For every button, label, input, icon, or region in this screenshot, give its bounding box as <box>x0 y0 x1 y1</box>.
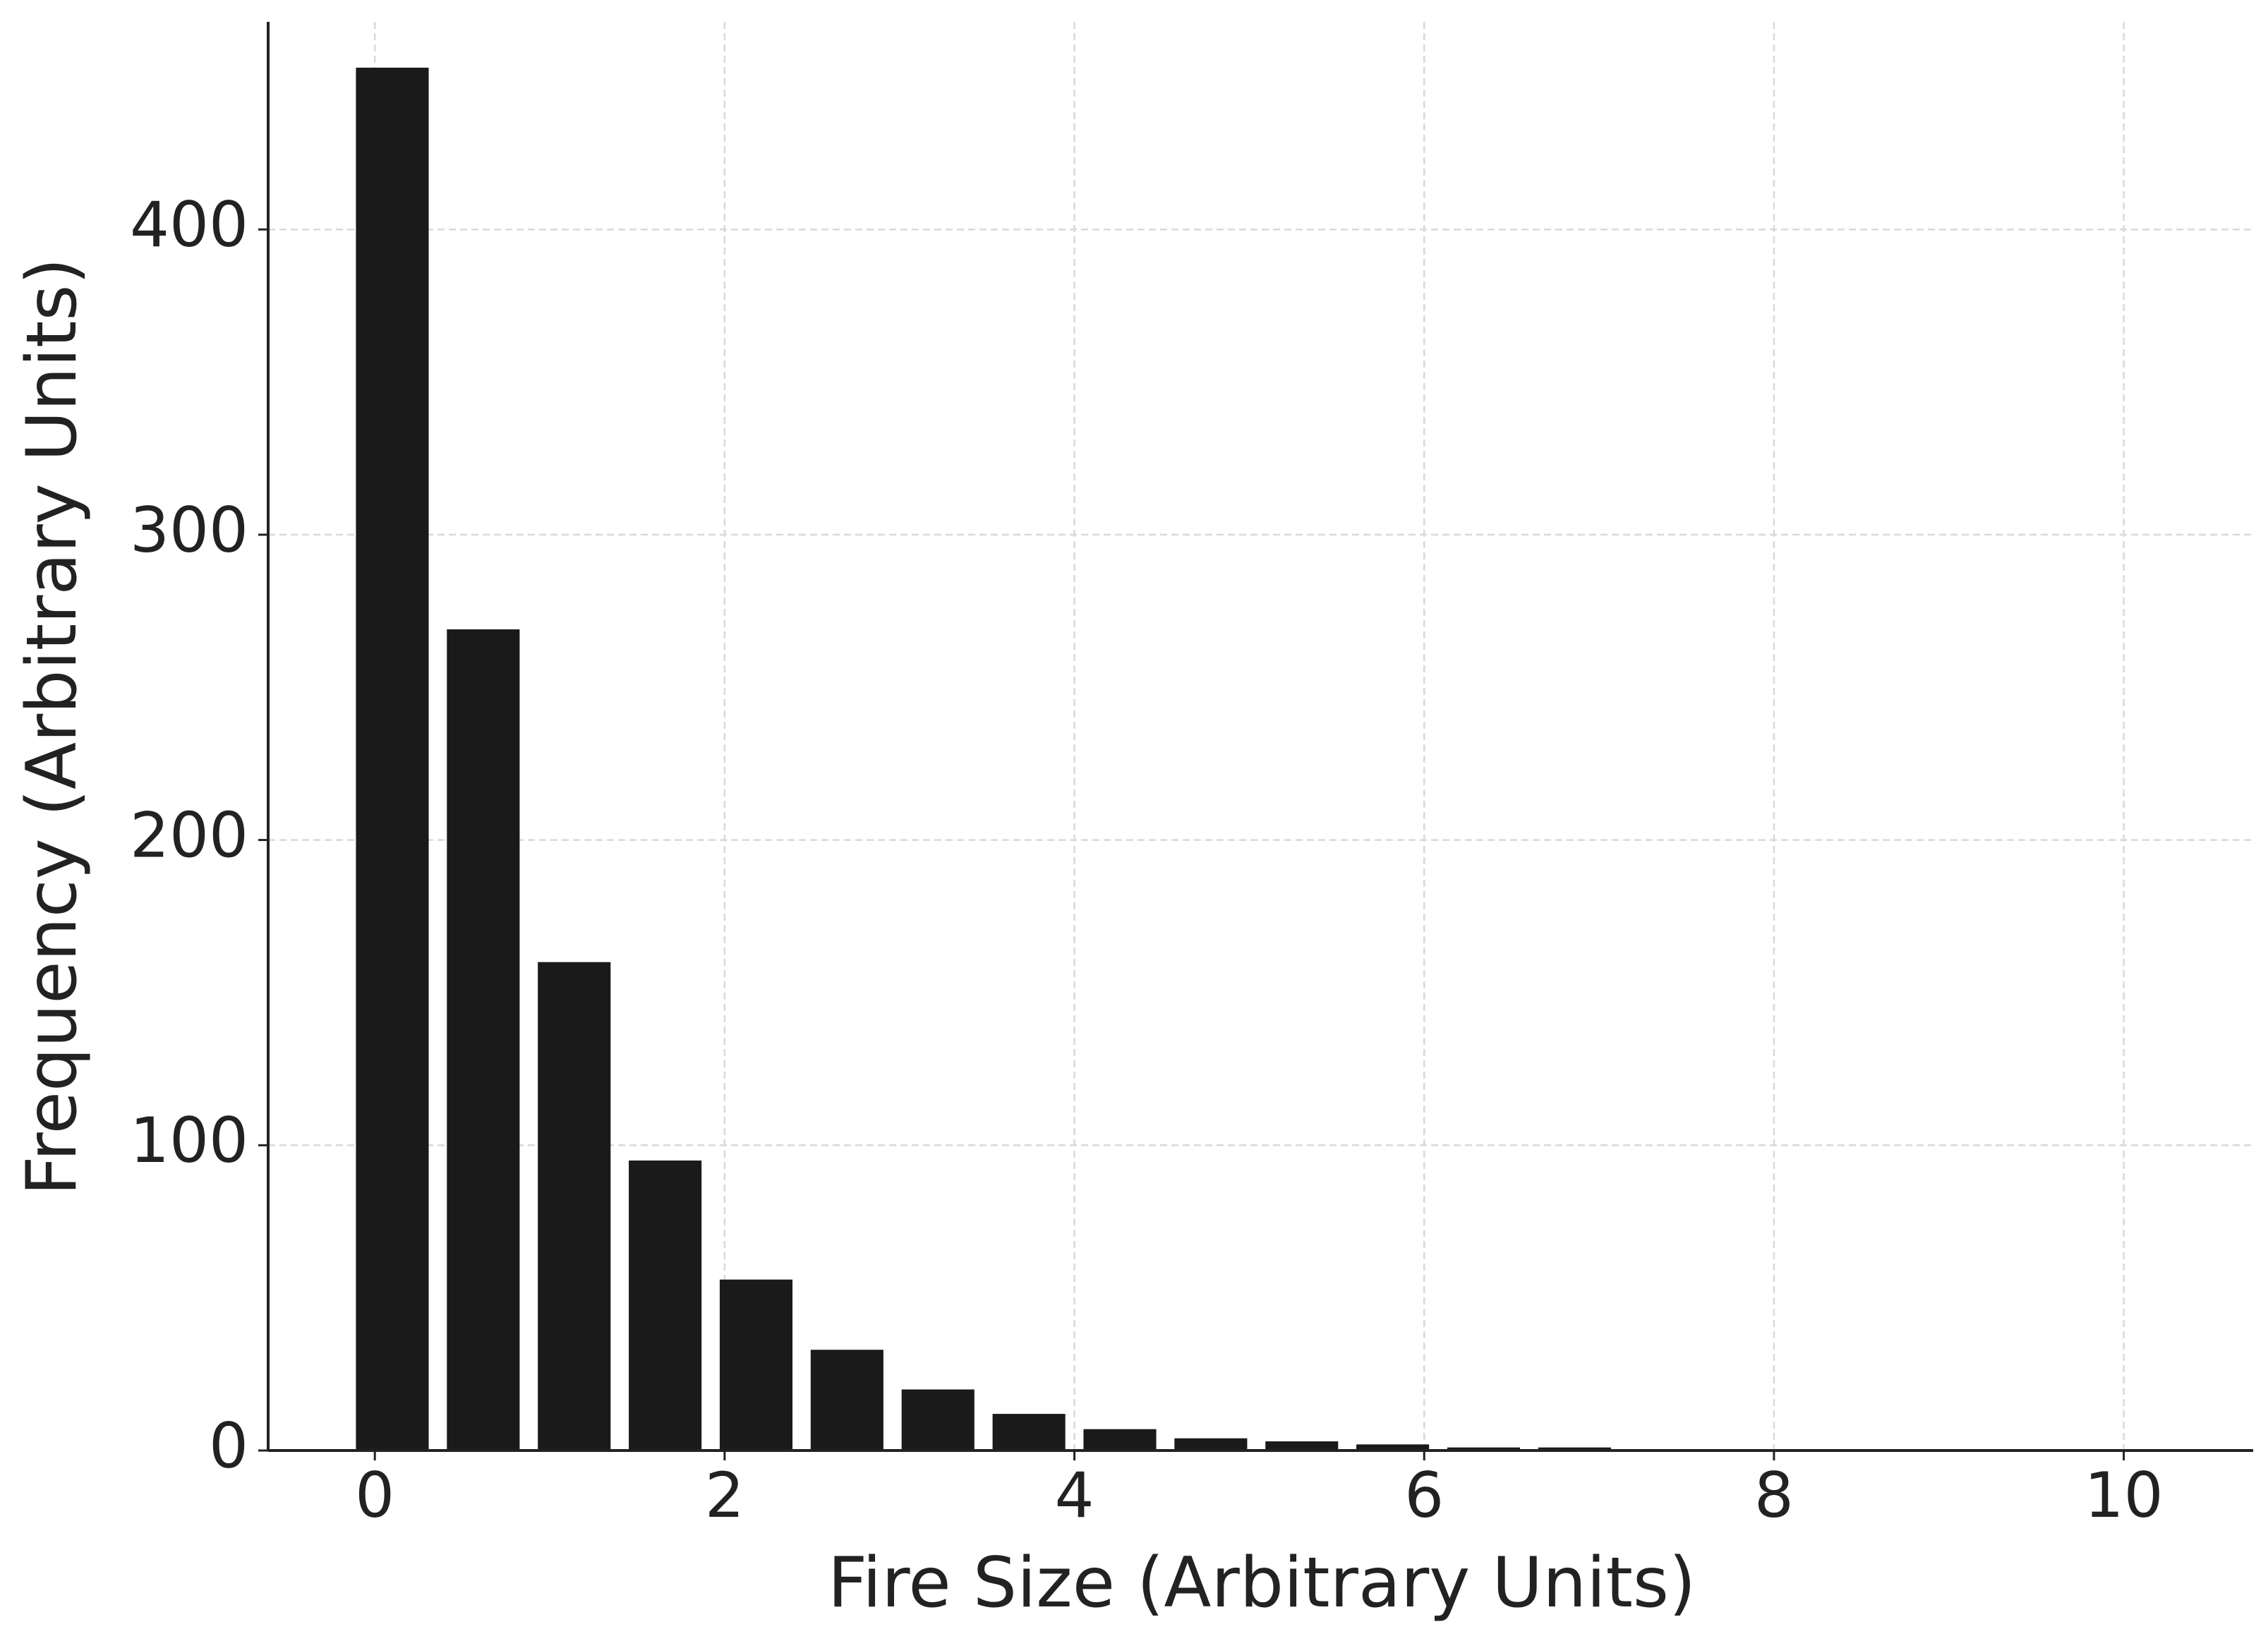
y-tick-label: 0 <box>209 1410 248 1482</box>
bar <box>447 629 520 1451</box>
bar <box>901 1389 975 1451</box>
axes: 0 100 200 300 400 0 2 4 6 8 10 <box>130 22 2253 1532</box>
x-tick-label: 8 <box>1754 1459 1794 1532</box>
bar <box>538 962 611 1451</box>
y-tick-label: 400 <box>130 188 248 261</box>
bar <box>1538 1447 1611 1451</box>
x-axis-label: Fire Size (Arbitrary Units) <box>828 1543 1696 1623</box>
bar <box>1083 1429 1157 1451</box>
y-tick-label: 300 <box>130 494 248 567</box>
bar <box>1447 1447 1521 1451</box>
bar <box>629 1160 702 1451</box>
x-tick-label: 4 <box>1055 1459 1094 1532</box>
x-tick-label: 0 <box>355 1459 394 1532</box>
bars <box>356 67 1611 1451</box>
x-tick-label: 10 <box>2085 1459 2164 1532</box>
y-tick-label: 100 <box>130 1104 248 1177</box>
bar <box>719 1279 793 1451</box>
x-tick-label: 2 <box>705 1459 744 1532</box>
bar <box>1265 1441 1339 1451</box>
bar <box>1174 1438 1248 1451</box>
bar <box>810 1350 883 1451</box>
bar <box>992 1414 1066 1451</box>
y-axis-label: Frequency (Arbitrary Units) <box>12 258 92 1195</box>
bar <box>356 67 429 1451</box>
x-tick-label: 6 <box>1404 1459 1444 1532</box>
bar <box>1356 1444 1430 1451</box>
y-tick-label: 200 <box>130 799 248 872</box>
